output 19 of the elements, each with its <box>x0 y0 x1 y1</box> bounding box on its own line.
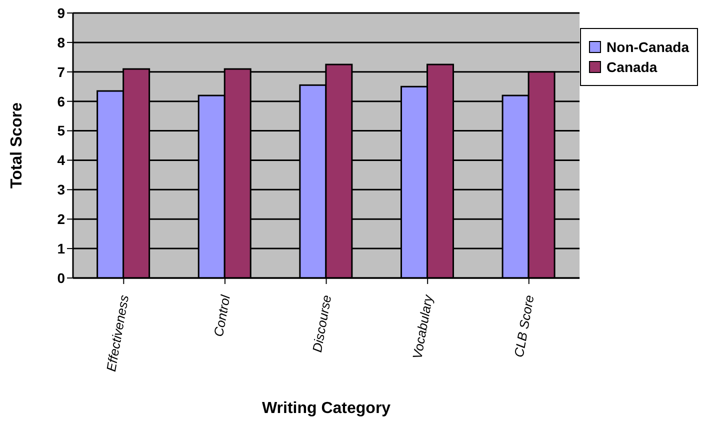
y-tick-label: 6 <box>57 93 66 110</box>
y-tick-label: 3 <box>57 182 66 198</box>
y-tick-label: 4 <box>57 152 66 168</box>
x-tick-label: Discourse <box>309 294 334 354</box>
y-tick-label: 2 <box>57 211 66 228</box>
x-tick-label: Vocabulary <box>410 292 436 360</box>
x-tick-label: Effectiveness <box>103 293 132 373</box>
x-tick-label: CLB Score <box>511 294 537 358</box>
y-tick-label: 5 <box>57 122 66 139</box>
x-tick-label: Control <box>210 292 234 338</box>
y-tick-label: 8 <box>57 34 66 50</box>
y-tick-label: 0 <box>57 270 66 286</box>
y-axis-title: Total Score <box>8 102 26 188</box>
y-tick-label: 9 <box>57 4 66 21</box>
legend-label: Canada <box>606 59 658 75</box>
y-tick-label: 1 <box>57 240 66 257</box>
y-tick-label: 7 <box>57 64 66 80</box>
x-axis-title: Writing Category <box>262 400 391 417</box>
legend-label: Non-Canada <box>606 39 689 55</box>
